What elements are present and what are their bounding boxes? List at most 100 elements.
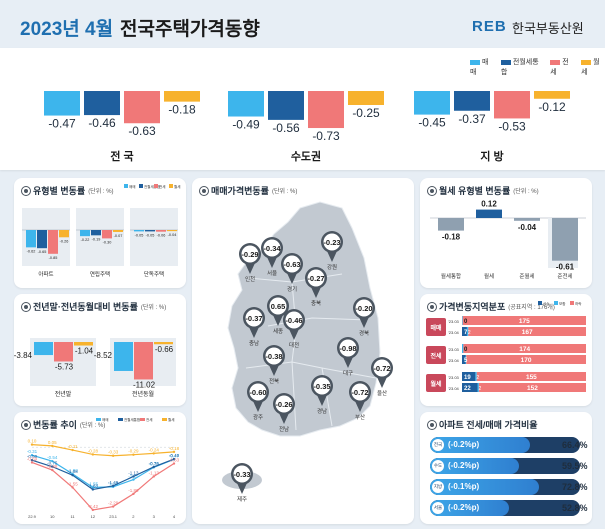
monthly-bar-label: -0.61 xyxy=(556,263,575,272)
dist-period: '23.04 xyxy=(448,386,460,391)
summary-bar-label: -0.47 xyxy=(48,117,76,131)
type-bar-label: -0.05 xyxy=(146,233,155,237)
trend-point-label: -0.31 xyxy=(27,449,38,454)
trend-point xyxy=(91,453,95,456)
map-value: -0.35 xyxy=(313,382,330,391)
map-region-name: 인천 xyxy=(245,275,255,283)
map-pin-tail xyxy=(267,257,277,268)
map-value: -0.46 xyxy=(285,316,302,325)
map-region-name: 대전 xyxy=(289,341,299,349)
trend-point-label: -1.53 xyxy=(108,481,119,486)
map-value: -0.23 xyxy=(323,238,340,247)
trend-point-label: -2.42 xyxy=(88,504,99,509)
trend-point xyxy=(111,505,115,508)
dist-up-label: 5 xyxy=(464,358,468,364)
ratio-value: 72.8% xyxy=(562,482,588,492)
pin-icon xyxy=(428,420,436,429)
trend-point xyxy=(152,475,155,478)
dist-flat-label: 2 xyxy=(479,386,482,392)
map-pin-tail xyxy=(355,401,365,412)
trend-point-label: -0.28 xyxy=(88,448,99,453)
legend-item: 전세 xyxy=(550,59,569,76)
trend-line xyxy=(31,461,175,511)
ytd-panel-title: 전년말·전년동월대비 변동률 (단위 : %) xyxy=(22,300,166,313)
trend-x-tick: 22.9 xyxy=(28,514,37,519)
map-pin-tail xyxy=(287,273,297,284)
map-value: -0.34 xyxy=(263,244,281,253)
dist-up-label: 0 xyxy=(464,319,468,325)
header: 2023년 4월 전국주택가격동향 REB 한국부동산원 xyxy=(0,0,605,48)
type-bar-label: -0.30 xyxy=(103,240,112,244)
map-pin-face xyxy=(269,297,287,315)
type-bar-label: -0.04 xyxy=(168,233,177,237)
legend-label: 매매 xyxy=(129,184,135,189)
summary-group-label: 수도권 xyxy=(291,150,321,163)
summary-bar-label: -0.37 xyxy=(458,112,486,126)
map-pin-face xyxy=(283,255,301,273)
legend-swatch xyxy=(554,301,558,305)
map-region-name: 전남 xyxy=(279,425,289,433)
type-bar-label: -0.06 xyxy=(157,234,166,238)
dist-panel-title: 가격변동지역분포 (공표지역 : 176개) xyxy=(428,300,555,313)
legend-label: 전세 xyxy=(159,184,165,189)
summary-bar-cap xyxy=(164,91,200,93)
monthly-bar-label: -0.04 xyxy=(518,223,537,232)
trend-x-tick: 11 xyxy=(70,514,75,519)
dist-bar-down xyxy=(476,372,586,381)
summary-bar-label: -0.73 xyxy=(312,129,340,143)
map-region-name: 세종 xyxy=(273,327,283,335)
map-region-name: 충남 xyxy=(249,339,259,347)
ytd-bar-label: -0.66 xyxy=(155,345,174,354)
type-bar-label: -0.19 xyxy=(92,237,101,241)
legend-swatch xyxy=(162,418,167,421)
ytd-chart: -3.84 -5.73-1.04 전년말 -8.52 -11.02 -0.66 전년동월 xyxy=(14,338,176,398)
summary-chart: -0.47 -0.46 -0.63 -0.18 전 국 -0.49 -0.56 -0.73 -0… xyxy=(44,91,570,163)
ytd-bar-label: -11.02 xyxy=(133,380,156,389)
dist-up-label: 7 xyxy=(464,330,468,336)
ratio-row: 지방 (-0.1%p) xyxy=(430,479,580,495)
summary-bar-label: -0.49 xyxy=(232,118,260,132)
group-background xyxy=(130,208,178,266)
ratio-change: (-0.1%p) xyxy=(448,482,480,491)
type-bar-label: -0.62 xyxy=(27,249,36,253)
trend-x-tick: 4 xyxy=(173,514,176,519)
map-pin-face xyxy=(351,383,369,401)
summary-bar-cap xyxy=(44,91,80,93)
dist-down-label: 174 xyxy=(519,346,530,353)
legend-item: 전월세통합 xyxy=(500,59,539,76)
type-bar xyxy=(102,230,112,239)
ytd-bar-label: -5.73 xyxy=(55,362,74,371)
dist-up-label: 0 xyxy=(464,347,468,353)
trend-x-tick: 2 xyxy=(132,514,135,519)
map-value: -0.26 xyxy=(275,400,292,409)
trend-x-tick: 3 xyxy=(153,514,156,519)
monthly-category: 월세통합 xyxy=(441,272,461,280)
map-region-name: 경남 xyxy=(317,407,327,415)
summary-bar xyxy=(164,93,200,102)
pin-icon xyxy=(428,186,436,195)
map-pin-face xyxy=(241,245,259,263)
dist-bar-flat xyxy=(465,355,467,364)
dist-bar-up xyxy=(462,327,467,336)
legend-swatch xyxy=(154,184,158,188)
trend-point-label: -2.29 xyxy=(108,501,119,506)
ratio-fill xyxy=(430,437,530,453)
summary-bar-label: -0.45 xyxy=(418,116,446,130)
report-period: 2023년 4월 xyxy=(20,19,114,40)
summary-bar-cap xyxy=(308,91,344,93)
map-pin-tail xyxy=(289,329,299,340)
map-pin-face xyxy=(285,311,303,329)
summary-bar xyxy=(534,93,570,99)
legend-label: 전세 xyxy=(146,417,152,422)
summary-bar-label: -0.56 xyxy=(272,121,300,135)
legend-label: 보합 xyxy=(559,301,566,306)
dist-bar-down xyxy=(478,383,586,392)
summary-bar xyxy=(44,93,80,116)
trend-point-label: -0.63 xyxy=(169,458,180,463)
map-value: -0.72 xyxy=(373,364,390,373)
map-region-name: 강원 xyxy=(327,263,337,271)
ratio-change: (-0.2%p) xyxy=(448,440,480,449)
summary-bar-label: -0.18 xyxy=(168,103,196,117)
map-pin-face xyxy=(245,309,263,327)
